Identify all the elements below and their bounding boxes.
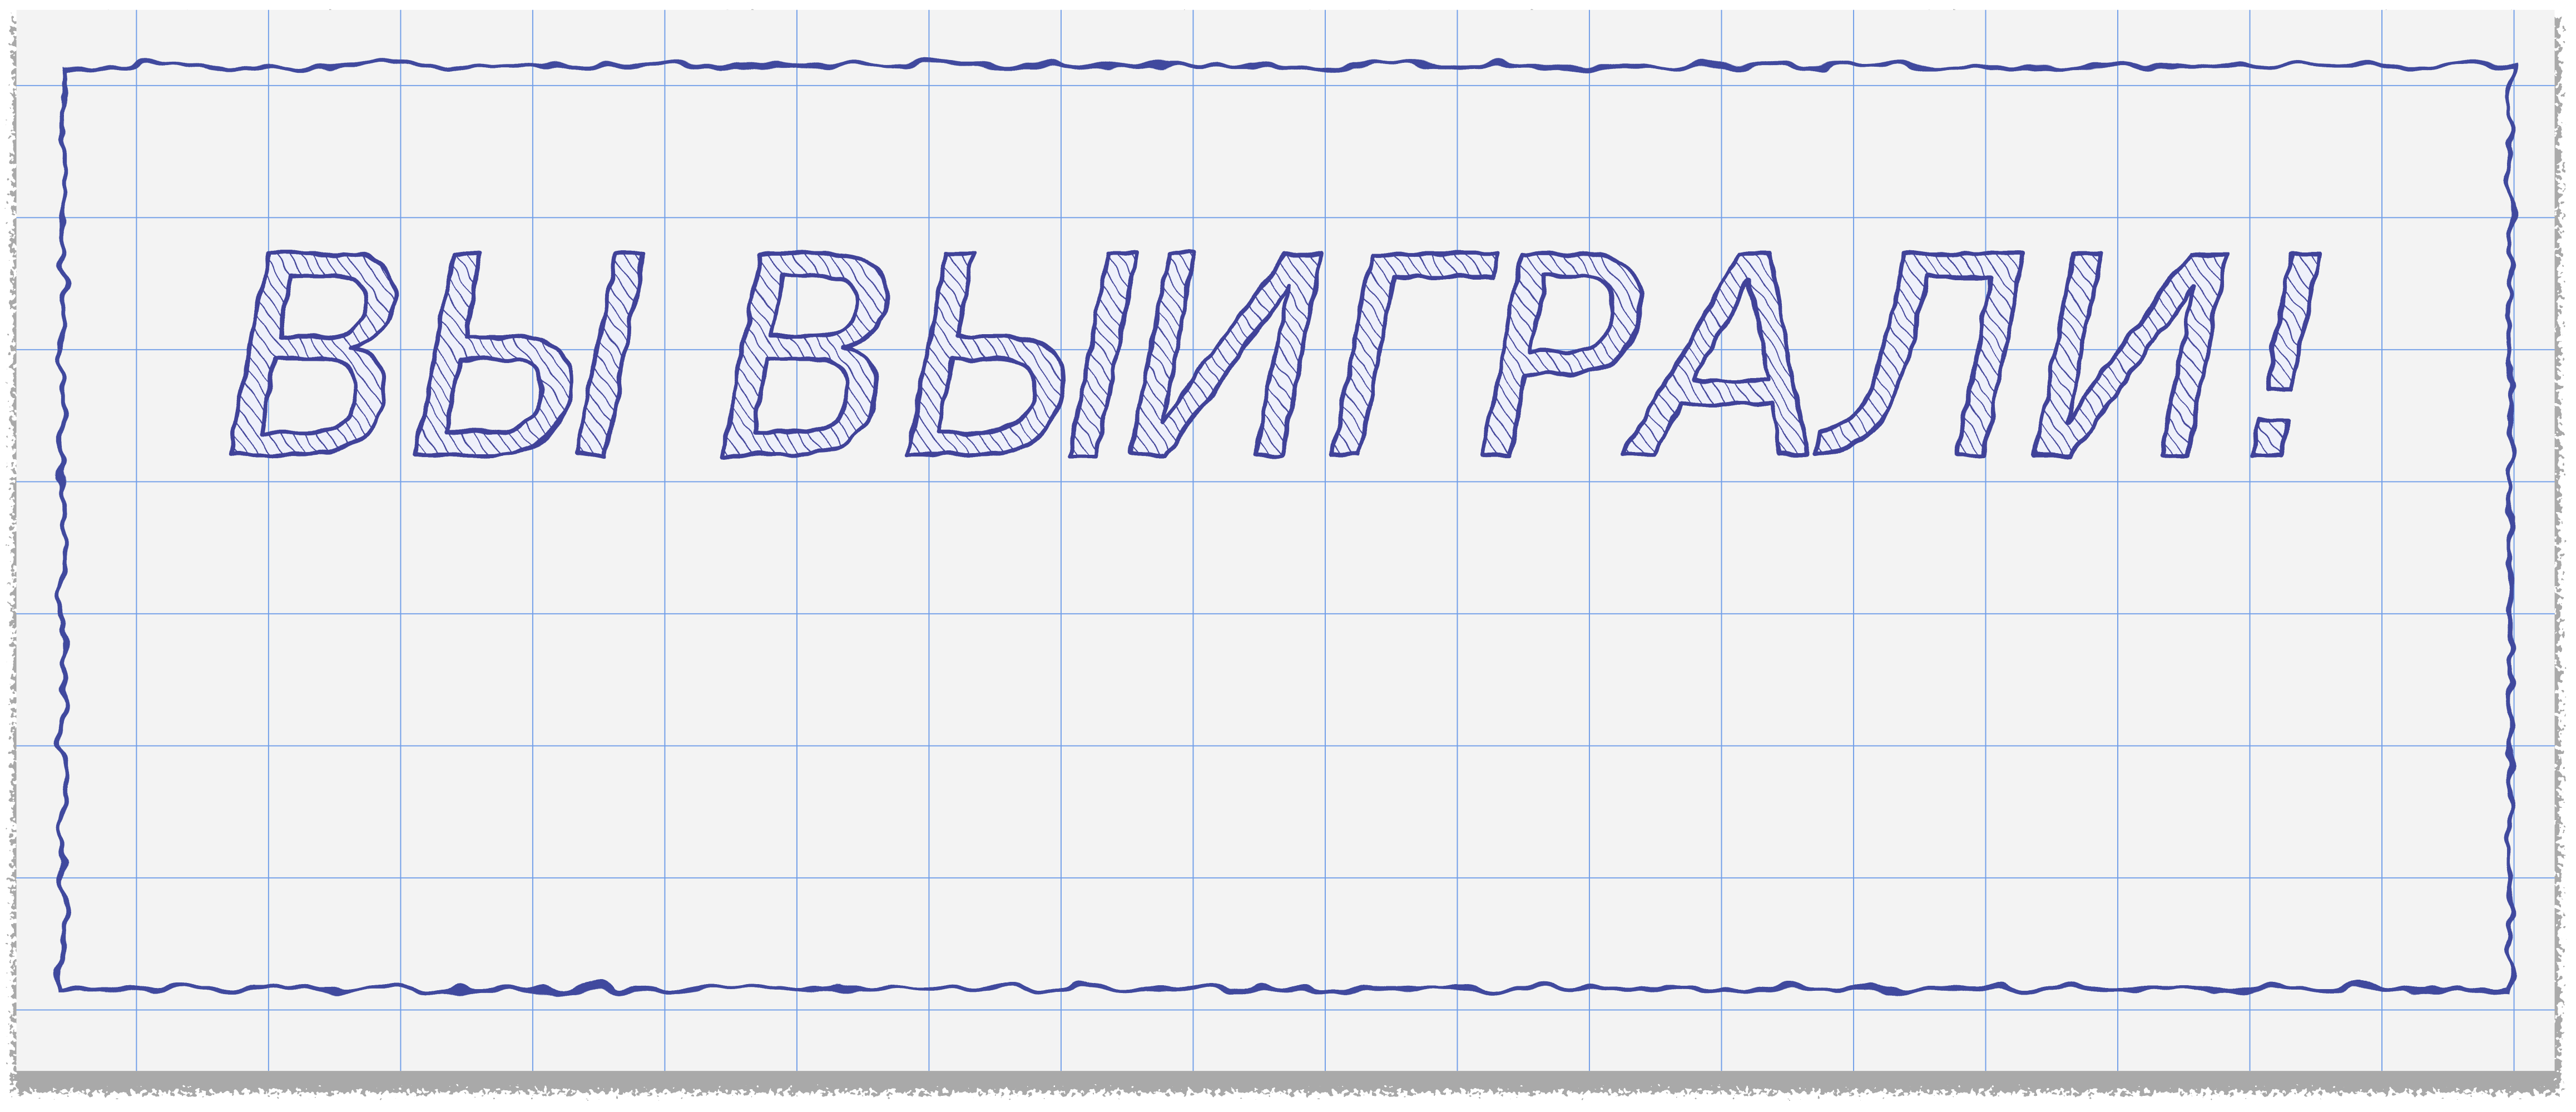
banner-border bbox=[60, 63, 2513, 991]
win-message: ВЫ ВЫИГРАЛИ! bbox=[222, 199, 2341, 520]
paper-grid bbox=[16, 9, 2555, 1071]
